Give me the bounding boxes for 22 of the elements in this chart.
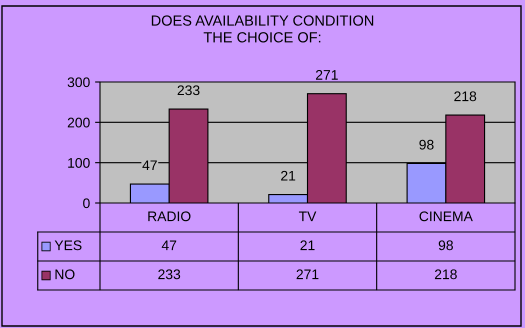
x-tick-label: CINEMA	[420, 211, 473, 222]
y-tick-label: 200	[68, 118, 90, 128]
annotation: 271	[316, 70, 338, 80]
y-tick-label: 300	[68, 77, 90, 88]
data-label: 233	[158, 269, 180, 280]
chart-title: DOES AVAILABILITY CONDITION THE CHOICE OF:	[152, 15, 374, 42]
annotation: 233	[178, 85, 200, 96]
annotation: 21	[281, 170, 296, 181]
legend-label: NO	[55, 269, 75, 280]
annotation: 218	[454, 91, 476, 102]
y-tick-label: 100	[68, 158, 90, 168]
annotation: 47	[142, 160, 157, 170]
data-label: 218	[434, 269, 457, 280]
legend-label: YES	[54, 240, 82, 250]
x-tick-label: RADIO	[148, 211, 190, 222]
annotation: 98	[419, 140, 434, 150]
data-label: 98	[438, 240, 453, 250]
data-label: 271	[296, 269, 318, 280]
x-tick-label: TV	[298, 212, 316, 222]
data-label: 47	[162, 240, 176, 250]
data-label: 21	[300, 240, 315, 250]
y-tick-label: 0	[83, 198, 90, 208]
